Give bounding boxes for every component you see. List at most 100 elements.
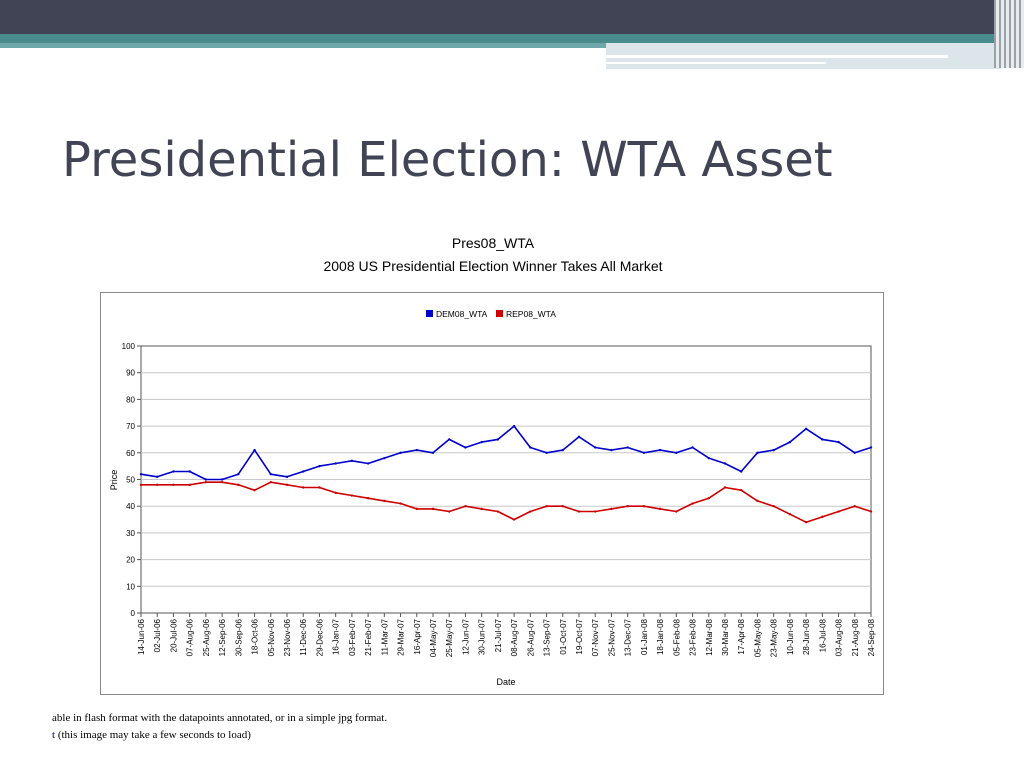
data-point-rep08_wta [399, 502, 402, 505]
x-tick-label: 07-Aug-06 [186, 618, 195, 656]
x-tick-label: 05-Nov-06 [267, 618, 276, 656]
data-point-dem08_wta [707, 456, 710, 460]
y-tick-label: 50 [126, 476, 135, 485]
data-point-dem08_wta [740, 470, 743, 473]
header-banner-dark [0, 0, 1024, 34]
data-point-rep08_wta [448, 510, 451, 513]
x-tick-label: 07-Nov-07 [591, 618, 600, 656]
x-tick-label: 11-Dec-06 [299, 618, 308, 655]
data-point-dem08_wta [383, 456, 386, 460]
data-point-rep08_wta [691, 502, 694, 505]
data-point-rep08_wta [334, 491, 337, 495]
data-point-dem08_wta [788, 440, 792, 444]
data-point-rep08_wta [869, 510, 873, 513]
data-point-dem08_wta [172, 470, 175, 473]
chart-subtitle: 2008 US Presidential Election Winner Tak… [323, 258, 663, 274]
data-point-dem08_wta [480, 440, 483, 444]
x-tick-label: 30-Sep-06 [234, 618, 243, 656]
y-tick-label: 60 [126, 449, 135, 458]
data-point-rep08_wta [577, 510, 581, 513]
data-point-rep08_wta [253, 488, 256, 492]
data-point-dem08_wta [415, 448, 418, 452]
header-banner-teal [0, 34, 1024, 43]
x-axis-label: Date [496, 677, 515, 687]
data-point-rep08_wta [837, 510, 840, 513]
data-point-dem08_wta [431, 451, 435, 454]
data-point-rep08_wta [821, 515, 824, 519]
data-point-dem08_wta [464, 446, 467, 449]
x-tick-label: 25-Aug-06 [202, 618, 211, 656]
data-point-dem08_wta [594, 446, 597, 449]
y-axis-label: Price [109, 470, 119, 491]
data-point-rep08_wta [740, 488, 743, 492]
data-point-dem08_wta [626, 446, 629, 449]
x-tick-label: 16-Jan-07 [332, 618, 341, 655]
x-tick-label: 01-Jan-08 [640, 618, 649, 655]
slide-title: Presidential Election: WTA Asset [62, 132, 833, 188]
footnote-load-note: t (this image may take a few seconds to … [52, 729, 251, 741]
data-point-rep08_wta [610, 507, 613, 511]
data-point-dem08_wta [188, 470, 191, 473]
data-point-rep08_wta [675, 510, 678, 513]
x-tick-label: 23-Nov-06 [283, 618, 292, 656]
x-tick-label: 11-Mar-07 [380, 618, 389, 655]
header-banner-line [606, 55, 948, 58]
x-tick-label: 30-Jun-07 [478, 618, 487, 655]
x-tick-label: 12-Mar-08 [705, 618, 714, 655]
header-banner-line [606, 62, 826, 64]
data-point-dem08_wta [350, 459, 354, 463]
legend-swatch-rep [496, 310, 503, 317]
data-point-rep08_wta [561, 505, 564, 508]
x-tick-label: 18-Oct-06 [251, 618, 260, 654]
data-point-rep08_wta [415, 507, 418, 511]
x-tick-label: 08-Aug-07 [510, 618, 519, 656]
data-point-rep08_wta [529, 510, 532, 513]
data-point-rep08_wta [285, 483, 289, 487]
data-point-rep08_wta [366, 496, 370, 500]
data-point-dem08_wta [529, 446, 532, 449]
x-tick-label: 26-Aug-07 [526, 618, 535, 656]
data-point-dem08_wta [675, 451, 678, 454]
data-point-rep08_wta [496, 510, 500, 513]
x-tick-label: 21-Feb-07 [364, 618, 373, 655]
data-point-dem08_wta [156, 475, 159, 479]
data-point-dem08_wta [658, 448, 662, 452]
data-point-rep08_wta [237, 483, 240, 487]
x-tick-label: 01-Oct-07 [559, 618, 568, 654]
x-tick-label: 20-Jul-06 [169, 618, 178, 652]
x-tick-label: 21-Jul-07 [494, 618, 503, 652]
data-point-rep08_wta [269, 480, 272, 484]
data-point-dem08_wta [610, 448, 613, 452]
y-tick-label: 90 [126, 369, 135, 378]
data-point-dem08_wta [285, 475, 289, 479]
data-point-dem08_wta [366, 462, 370, 465]
data-point-dem08_wta [756, 451, 759, 454]
series-line-dem08_wta [140, 425, 872, 481]
y-tick-label: 40 [126, 502, 135, 511]
legend-label-rep: REP08_WTA [506, 309, 556, 319]
data-point-dem08_wta [318, 464, 321, 468]
data-point-dem08_wta [691, 446, 694, 449]
y-tick-label: 30 [126, 529, 135, 538]
x-tick-label: 05-Feb-08 [672, 618, 681, 655]
data-point-rep08_wta [204, 480, 208, 484]
data-point-rep08_wta [383, 499, 386, 503]
y-tick-label: 10 [126, 582, 135, 591]
x-tick-label: 19-Oct-07 [575, 618, 584, 654]
x-tick-label: 23-May-08 [770, 618, 779, 657]
data-point-rep08_wta [642, 505, 646, 508]
data-point-dem08_wta [512, 424, 516, 428]
x-tick-label: 04-May-07 [429, 618, 438, 657]
data-point-dem08_wta [869, 446, 873, 449]
data-point-rep08_wta [172, 483, 175, 487]
x-tick-label: 02-Jul-06 [153, 618, 162, 652]
x-tick-label: 30-Mar-08 [721, 618, 730, 655]
data-point-dem08_wta [821, 438, 824, 441]
data-point-dem08_wta [269, 472, 272, 476]
data-point-rep08_wta [756, 499, 759, 503]
x-tick-label: 16-Apr-07 [413, 618, 422, 654]
chart-legend: DEM08_WTA REP08_WTA [426, 309, 556, 319]
legend-swatch-dem [426, 310, 433, 317]
footnote-text: able in flash format with the datapoints… [52, 712, 388, 724]
footnote-link[interactable]: t [52, 729, 56, 741]
